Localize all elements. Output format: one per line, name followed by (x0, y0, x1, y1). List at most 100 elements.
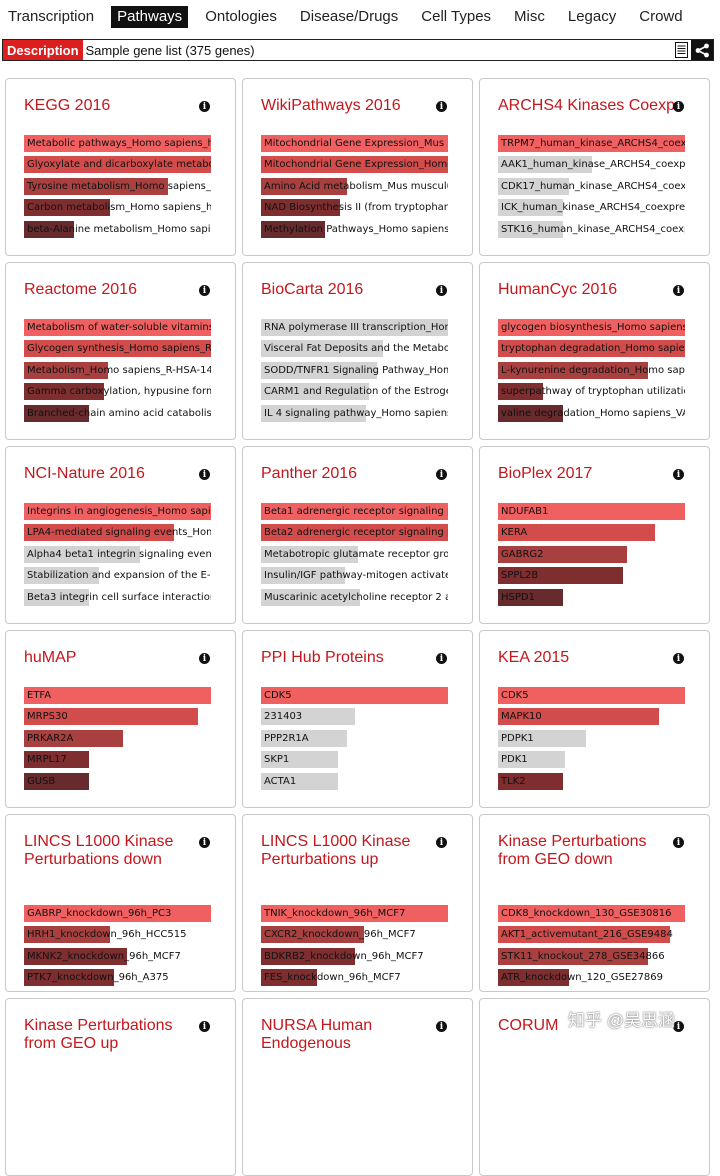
info-icon[interactable]: i (673, 285, 684, 296)
info-icon[interactable]: i (673, 653, 684, 664)
card-title[interactable]: NCI-Nature 2016 (24, 465, 145, 482)
bar-row[interactable]: HSPD1 (498, 588, 685, 606)
bar-row[interactable]: Metabotropic glutamate receptor group II… (261, 545, 448, 563)
bar-row[interactable]: BDKRB2_knockdown_96h_MCF7 (261, 947, 448, 965)
card-title[interactable]: CORUM (498, 1017, 559, 1034)
bar-row[interactable]: Muscarinic acetylcholine receptor 2 and … (261, 588, 448, 606)
bar-row[interactable]: CDK17_human_kinase_ARCHS4_coexpression (498, 177, 685, 195)
nav-tab-crowd[interactable]: Crowd (639, 8, 683, 25)
card-title[interactable]: LINCS L1000 Kinase Perturbations up (261, 833, 411, 868)
info-icon[interactable]: i (436, 653, 447, 664)
bar-row[interactable]: MRPL17 (24, 751, 211, 769)
bar-row[interactable]: ACTA1 (261, 772, 448, 790)
bar-row[interactable]: beta-Alanine metabolism_Homo sapiens_hsa… (24, 220, 211, 238)
bar-row[interactable]: SKP1 (261, 751, 448, 769)
bar-row[interactable]: SPPL2B (498, 567, 685, 585)
bar-row[interactable]: PDPK1 (498, 729, 685, 747)
description-input[interactable] (82, 41, 671, 59)
card-title[interactable]: Kinase Perturbations from GEO down (498, 833, 647, 868)
bar-row[interactable]: Visceral Fat Deposits and the Metabolic … (261, 340, 448, 358)
bar-row[interactable]: IL 4 signaling pathway_Homo sapiens_h_il… (261, 404, 448, 422)
info-icon[interactable]: i (673, 101, 684, 112)
info-icon[interactable]: i (436, 469, 447, 480)
nav-tab-legacy[interactable]: Legacy (567, 8, 617, 25)
info-icon[interactable]: i (199, 653, 210, 664)
bar-row[interactable]: TNIK_knockdown_96h_MCF7 (261, 905, 448, 922)
bar-row[interactable]: L-kynurenine degradation_Homo sapiens_PW… (498, 361, 685, 379)
bar-row[interactable]: PRKAR2A (24, 729, 211, 747)
bar-row[interactable]: GABRP_knockdown_96h_PC3 (24, 905, 211, 922)
bar-row[interactable]: AKT1_activemutant_216_GSE9484 (498, 926, 685, 944)
bar-row[interactable]: ETFA (24, 687, 211, 704)
bar-row[interactable]: Beta3 integrin cell surface interactions… (24, 588, 211, 606)
bar-row[interactable]: CDK5 (498, 687, 685, 704)
bar-row[interactable]: superpathway of tryptophan utilization_H… (498, 383, 685, 401)
info-icon[interactable]: i (199, 837, 210, 848)
bar-row[interactable]: FES_knockdown_96h_MCF7 (261, 969, 448, 987)
bar-row[interactable]: CDK8_knockdown_130_GSE30816 (498, 905, 685, 922)
bar-row[interactable]: STK16_human_kinase_ARCHS4_coexpression (498, 220, 685, 238)
info-icon[interactable]: i (436, 837, 447, 848)
bar-row[interactable]: STK11_knockout_278_GSE34866 (498, 947, 685, 965)
bar-row[interactable]: Gamma carboxylation, hypusine formation … (24, 383, 211, 401)
card-title[interactable]: PPI Hub Proteins (261, 649, 384, 666)
bar-row[interactable]: PDK1 (498, 751, 685, 769)
info-icon[interactable]: i (199, 469, 210, 480)
bar-row[interactable]: tryptophan degradation_Homo sapiens_TRYP… (498, 340, 685, 358)
bar-row[interactable]: PTK7_knockdown_96h_A375 (24, 969, 211, 987)
bar-row[interactable]: Methylation Pathways_Homo sapiens_WP704 (261, 220, 448, 238)
bar-row[interactable]: TLK2 (498, 772, 685, 790)
card-title[interactable]: WikiPathways 2016 (261, 97, 401, 114)
bar-row[interactable]: MAPK10 (498, 708, 685, 726)
bar-row[interactable]: NAD Biosynthesis II (from tryptophan)_Ho… (261, 199, 448, 217)
bar-row[interactable]: HRH1_knockdown_96h_HCC515 (24, 926, 211, 944)
bar-row[interactable]: GUSB (24, 772, 211, 790)
bar-row[interactable]: CDK5 (261, 687, 448, 704)
bar-row[interactable]: CXCR2_knockdown_96h_MCF7 (261, 926, 448, 944)
bar-row[interactable]: SODD/TNFR1 Signaling Pathway_Homo sapien… (261, 361, 448, 379)
bar-row[interactable]: Tyrosine metabolism_Homo sapiens_hsa0035… (24, 177, 211, 195)
bar-row[interactable]: glycogen biosynthesis_Homo sapiens_PWY-5… (498, 319, 685, 336)
bar-row[interactable]: Metabolism_Homo sapiens_R-HSA-1430728 (24, 361, 211, 379)
nav-tab-disease-drugs[interactable]: Disease/Drugs (299, 8, 399, 25)
bar-row[interactable]: MRPS30 (24, 708, 211, 726)
bar-row[interactable]: Glyoxylate and dicarboxylate metabolism_… (24, 156, 211, 174)
bar-row[interactable]: CARM1 and Regulation of the Estrogen Rec… (261, 383, 448, 401)
bar-row[interactable]: Amino Acid metabolism_Mus musculus_WP662 (261, 177, 448, 195)
bar-row[interactable]: ICK_human_kinase_ARCHS4_coexpression (498, 199, 685, 217)
bar-row[interactable]: KERA (498, 524, 685, 542)
bar-row[interactable]: Stabilization and expansion of the E-cad… (24, 567, 211, 585)
bar-row[interactable]: Mitochondrial Gene Expression_Mus muscul… (261, 135, 448, 152)
bar-row[interactable]: 231403 (261, 708, 448, 726)
bar-row[interactable]: PAK3_knockdown_96h_HCC515 (24, 990, 211, 991)
bar-row[interactable]: Alpha4 beta1 integrin signaling events_H… (24, 545, 211, 563)
card-title[interactable]: KEGG 2016 (24, 97, 111, 114)
bar-row[interactable]: Branched-chain amino acid catabolism_Hom… (24, 404, 211, 422)
bar-row[interactable]: Beta1 adrenergic receptor signaling path… (261, 503, 448, 520)
bar-row[interactable]: NDUFAB1 (498, 503, 685, 520)
bar-row[interactable]: RNA polymerase III transcription_Homo sa… (261, 319, 448, 336)
bar-row[interactable]: AKT1_knockout_214_GSE39699 (498, 990, 685, 991)
info-icon[interactable]: i (199, 285, 210, 296)
card-title[interactable]: HumanCyc 2016 (498, 281, 618, 298)
bar-row[interactable]: Metabolic pathways_Homo sapiens_hsa01100 (24, 135, 211, 152)
card-title[interactable]: BioPlex 2017 (498, 465, 593, 482)
bar-row[interactable]: Insulin/IGF pathway-mitogen activated pr… (261, 567, 448, 585)
share-icon[interactable] (691, 40, 713, 60)
card-title[interactable]: huMAP (24, 649, 77, 666)
info-icon[interactable]: i (673, 1021, 684, 1032)
bar-row[interactable]: Glycogen synthesis_Homo sapiens_R-HSA-33… (24, 340, 211, 358)
bar-row[interactable]: Beta2 adrenergic receptor signaling path… (261, 524, 448, 542)
bar-row[interactable]: Mitochondrial Gene Expression_Homo sapie… (261, 156, 448, 174)
nav-tab-cell-types[interactable]: Cell Types (421, 8, 492, 25)
bar-row[interactable]: PPP2R1A (261, 729, 448, 747)
bar-row[interactable]: PIK3CA_knockdown_96h_A375 (261, 990, 448, 991)
bar-row[interactable]: Metabolism of water-soluble vitamins and… (24, 319, 211, 336)
info-icon[interactable]: i (673, 469, 684, 480)
bar-row[interactable]: LPA4-mediated signaling events_Homo sapi… (24, 524, 211, 542)
bar-row[interactable]: AAK1_human_kinase_ARCHS4_coexpression (498, 156, 685, 174)
nav-tab-misc[interactable]: Misc (514, 8, 545, 25)
card-title[interactable]: LINCS L1000 Kinase Perturbations down (24, 833, 174, 868)
card-title[interactable]: Reactome 2016 (24, 281, 137, 298)
bar-row[interactable]: ATR_knockdown_120_GSE27869 (498, 969, 685, 987)
